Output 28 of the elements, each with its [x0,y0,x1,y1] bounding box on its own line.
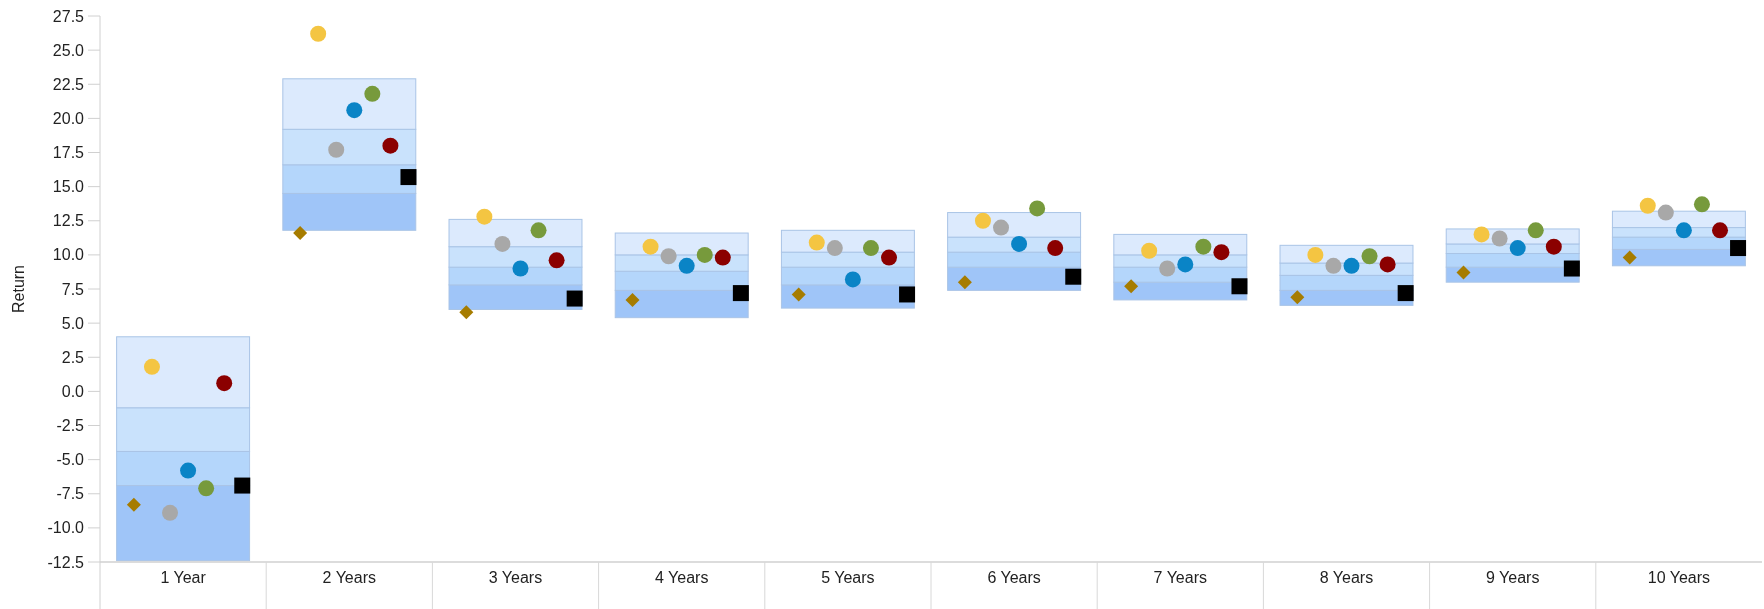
y-tick-label: -12.5 [47,553,85,571]
x-tick-label: 10 Years [1647,569,1711,586]
x-tick-label: 7 Years [1153,569,1207,586]
y-tick-label: 15.0 [52,178,85,196]
y-tick-label: 10.0 [52,246,85,264]
x-tick-label: 5 Years [821,569,875,586]
y-tick-label: -5.0 [56,451,85,469]
x-tick-label: 4 Years [655,569,709,586]
x-tick-label: 1 Year [160,569,207,586]
y-tick-label: 20.0 [52,109,85,127]
y-tick-label: 0.0 [61,382,85,400]
x-tick-label: 9 Years [1486,569,1540,586]
y-tick-label: 17.5 [52,144,85,162]
y-tick-label: 22.5 [52,75,85,93]
y-axis-title: Return [10,264,27,314]
y-tick-label: -7.5 [56,485,85,503]
y-tick-label: 5.0 [61,314,85,332]
x-tick-label: 3 Years [488,569,543,586]
x-tick-label: 2 Years [322,569,376,586]
y-tick-label: 2.5 [61,348,85,366]
y-tick-label: 12.5 [52,212,85,230]
y-tick-label: 27.5 [52,7,85,25]
y-tick-label: -10.0 [47,519,85,537]
y-tick-label: -2.5 [56,417,85,435]
y-tick-label: 7.5 [61,280,85,298]
x-tick-label: 8 Years [1319,569,1374,586]
x-tick-label: 6 Years [987,569,1041,586]
y-tick-label: 25.0 [52,41,85,59]
